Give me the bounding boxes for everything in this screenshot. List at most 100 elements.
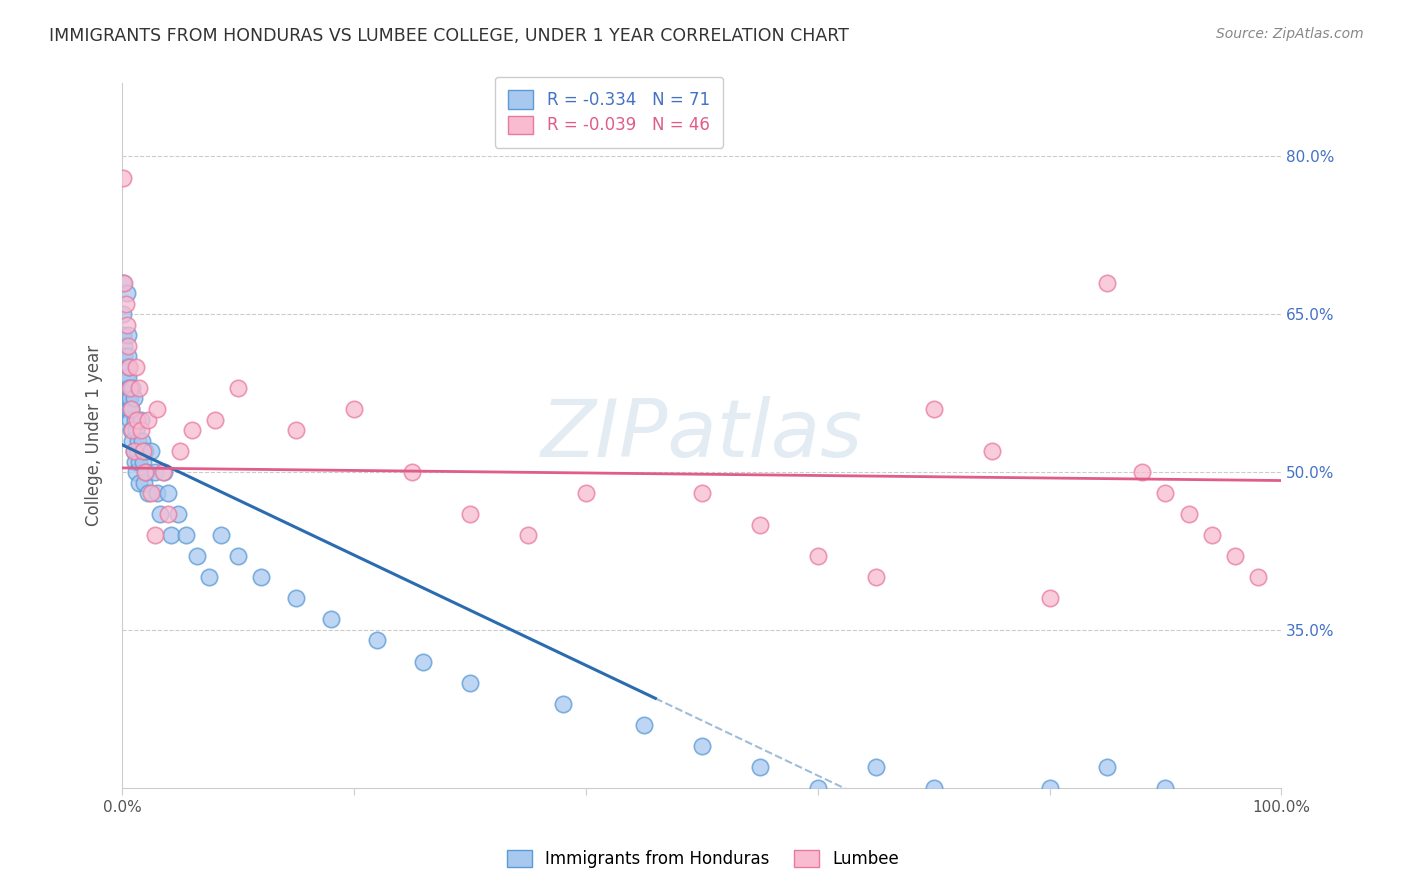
Point [122, 392, 145, 406]
Point [139, 444, 162, 458]
Point [117, 339, 139, 353]
Point [1097, 760, 1119, 774]
Point [129, 423, 152, 437]
Point [120, 381, 142, 395]
Point [157, 507, 180, 521]
Point [865, 760, 887, 774]
Point [458, 507, 481, 521]
Point [1201, 528, 1223, 542]
Point [112, 276, 135, 290]
Point [748, 760, 770, 774]
Point [117, 392, 139, 406]
Point [284, 423, 307, 437]
Point [143, 465, 166, 479]
Point [127, 412, 149, 426]
Point [226, 381, 249, 395]
Text: IMMIGRANTS FROM HONDURAS VS LUMBEE COLLEGE, UNDER 1 YEAR CORRELATION CHART: IMMIGRANTS FROM HONDURAS VS LUMBEE COLLE… [49, 27, 849, 45]
Point [120, 412, 142, 426]
Legend: Immigrants from Honduras, Lumbee: Immigrants from Honduras, Lumbee [501, 843, 905, 875]
Point [319, 612, 342, 626]
Point [807, 780, 830, 795]
Point [690, 486, 713, 500]
Text: ZIPatlas: ZIPatlas [541, 396, 863, 475]
Point [118, 359, 141, 374]
Point [134, 444, 156, 458]
Point [198, 570, 221, 584]
Point [134, 465, 156, 479]
Point [458, 675, 481, 690]
Point [1177, 507, 1199, 521]
Point [135, 465, 157, 479]
Point [1130, 465, 1153, 479]
Point [1223, 549, 1246, 564]
Point [128, 475, 150, 490]
Point [115, 318, 138, 332]
Point [1247, 570, 1270, 584]
Point [128, 454, 150, 468]
Point [112, 307, 135, 321]
Point [166, 507, 188, 521]
Point [112, 339, 135, 353]
Point [204, 412, 226, 426]
Point [284, 591, 307, 606]
Point [132, 475, 155, 490]
Point [152, 465, 174, 479]
Point [120, 402, 142, 417]
Point [127, 444, 149, 458]
Point [186, 549, 208, 564]
Point [128, 381, 150, 395]
Point [1038, 591, 1060, 606]
Point [149, 507, 172, 521]
Point [125, 423, 148, 437]
Point [250, 570, 273, 584]
Y-axis label: College, Under 1 year: College, Under 1 year [86, 344, 103, 526]
Point [865, 570, 887, 584]
Point [146, 402, 169, 417]
Point [922, 780, 945, 795]
Point [343, 402, 366, 417]
Point [169, 444, 191, 458]
Point [117, 350, 139, 364]
Point [132, 454, 155, 468]
Point [111, 276, 134, 290]
Point [121, 434, 143, 448]
Point [1097, 276, 1119, 290]
Point [118, 381, 141, 395]
Point [157, 486, 180, 500]
Point [121, 423, 143, 437]
Point [1038, 780, 1060, 795]
Point [226, 549, 249, 564]
Point [980, 802, 1002, 816]
Point [401, 465, 423, 479]
Point [124, 412, 146, 426]
Point [124, 454, 146, 468]
Point [131, 434, 153, 448]
Point [118, 359, 141, 374]
Point [115, 286, 138, 301]
Point [121, 381, 143, 395]
Point [114, 297, 136, 311]
Point [807, 549, 830, 564]
Point [132, 444, 155, 458]
Point [122, 444, 145, 458]
Point [180, 423, 202, 437]
Text: Source: ZipAtlas.com: Source: ZipAtlas.com [1216, 27, 1364, 41]
Point [922, 402, 945, 417]
Point [136, 412, 159, 426]
Point [115, 402, 138, 417]
Point [112, 350, 135, 364]
Legend: R = -0.334   N = 71, R = -0.039   N = 46: R = -0.334 N = 71, R = -0.039 N = 46 [495, 77, 723, 148]
Point [120, 423, 142, 437]
Point [146, 486, 169, 500]
Point [209, 528, 232, 542]
Point [112, 328, 135, 343]
Point [114, 370, 136, 384]
Point [412, 655, 434, 669]
Point [690, 739, 713, 753]
Point [136, 486, 159, 500]
Point [112, 170, 135, 185]
Point [125, 465, 148, 479]
Point [159, 528, 181, 542]
Point [118, 402, 141, 417]
Point [174, 528, 197, 542]
